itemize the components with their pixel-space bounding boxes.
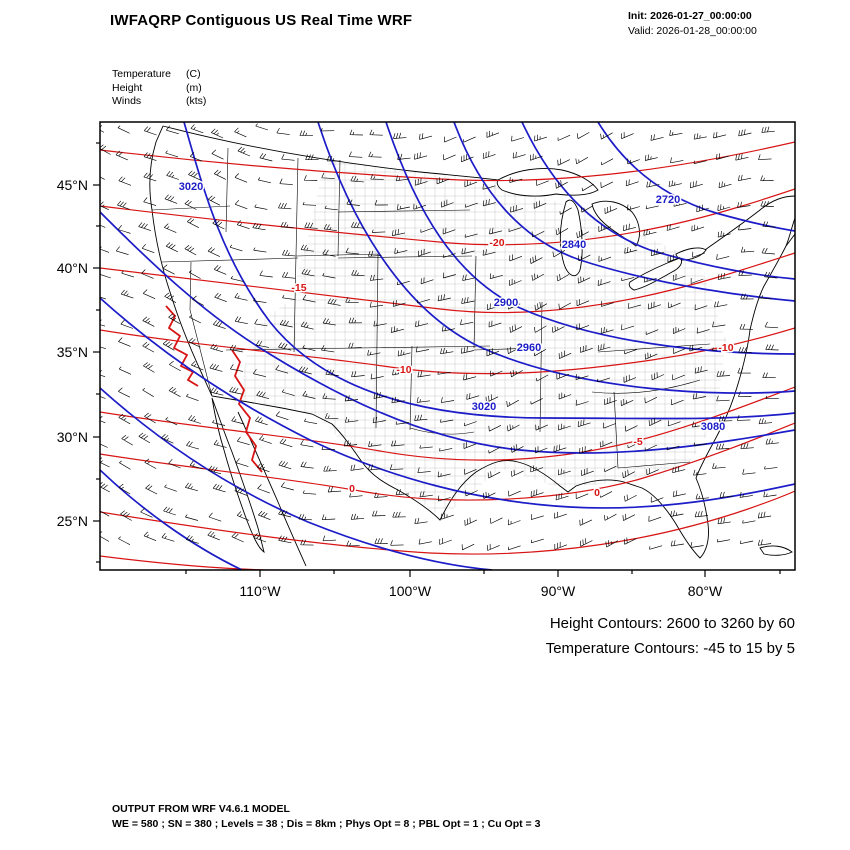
- temperature-contour-caption: Temperature Contours: -45 to 15 by 5: [545, 640, 795, 657]
- height-contour-caption: Height Contours: 2600 to 3260 by 60: [549, 615, 795, 632]
- y-axis-tick-label: 25°N: [57, 513, 88, 529]
- y-axis-tick-label: 40°N: [57, 260, 88, 276]
- temperature-contour-label: -15: [291, 282, 306, 294]
- temperature-contour-label: 0: [594, 487, 600, 499]
- height-contour-line: [521, 122, 795, 280]
- height-contour-label: 2840: [562, 239, 586, 251]
- legend-field-unit: (m): [186, 81, 202, 94]
- height-contour-label: 2900: [494, 297, 518, 309]
- legend-field-unit: (C): [186, 68, 201, 80]
- model-output-line: OUTPUT FROM WRF V4.6.1 MODEL: [112, 803, 290, 815]
- y-axis-tick-label: 45°N: [57, 177, 88, 193]
- temperature-contour-line: [100, 327, 795, 375]
- y-axis-tick-label: 35°N: [57, 344, 88, 360]
- height-contour-label: 3020: [472, 401, 496, 413]
- wrf-map-plot: 2720 2840 2900 2960 3020 3020 3080 -20 -15 -10 -10…: [57, 121, 796, 599]
- temperature-contour-line: [100, 555, 281, 570]
- init-time-label: Init: 2026-01-27_00:00:00: [628, 10, 752, 22]
- height-contour-line: [317, 122, 795, 394]
- height-contour-label: 3020: [179, 181, 203, 193]
- legend-field-name: Height: [112, 81, 143, 94]
- x-axis-tick-label: 80°W: [688, 583, 723, 599]
- temperature-contour-line: [100, 490, 795, 555]
- county-boundaries-texture: [240, 160, 726, 518]
- temperature-contour-label: -5: [633, 436, 642, 448]
- valid-time-label: Valid: 2026-01-28_00:00:00: [628, 25, 757, 37]
- height-contour-label: 3080: [701, 421, 725, 433]
- x-axis-tick-label: 100°W: [389, 583, 432, 599]
- model-config-line: WE = 580 ; SN = 380 ; Levels = 38 ; Dis …: [112, 818, 541, 830]
- temperature-contour-line: [100, 422, 795, 501]
- temperature-contour-line: [100, 141, 795, 182]
- legend-field-name: Winds: [112, 95, 142, 107]
- height-contour-line: [100, 387, 493, 570]
- geography-outlines: [149, 125, 795, 567]
- height-contour-label: 2960: [517, 342, 541, 354]
- temperature-contour-line: [100, 188, 795, 246]
- wind-barbs: [100, 123, 779, 551]
- legend-row-temperature: Temperature (C): [112, 68, 206, 82]
- page-title: IWFAQRP Contiguous US Real Time WRF: [110, 12, 413, 29]
- temperature-contour-label: -10: [396, 364, 411, 376]
- legend-field-unit: (kts): [186, 95, 207, 107]
- field-legend: Temperature (C) Height (m) Winds (kts): [112, 68, 206, 109]
- height-contour-line: [100, 297, 795, 509]
- map-content: [100, 122, 795, 570]
- run-time-block: Init: 2026-01-27_00:00:00 Valid: 2026-01…: [628, 9, 757, 39]
- legend-row-height: Height (m): [112, 82, 206, 96]
- y-axis-tick-label: 30°N: [57, 429, 88, 445]
- temperature-contour-label: 0: [349, 483, 355, 495]
- height-contour-line: [385, 122, 795, 355]
- axes: 110°W 100°W 90°W 80°W 45°N 40°N 35°N 30°N 25°N: [57, 142, 781, 599]
- legend-row-winds: Winds (kts): [112, 95, 206, 109]
- height-contour-label: 2720: [656, 194, 680, 206]
- contour-labels: 2720 2840 2900 2960 3020 3020 3080 -20 -15 -10 -10…: [177, 180, 735, 501]
- x-axis-tick-label: 90°W: [541, 583, 576, 599]
- height-contour-line: [100, 469, 243, 570]
- temperature-contour-label: -10: [718, 342, 733, 354]
- legend-field-name: Temperature: [112, 68, 171, 80]
- x-axis-tick-label: 110°W: [239, 583, 281, 599]
- temperature-contour-label: -20: [489, 237, 504, 249]
- plot-frame: [99, 121, 796, 571]
- great-lakes: [496, 168, 707, 291]
